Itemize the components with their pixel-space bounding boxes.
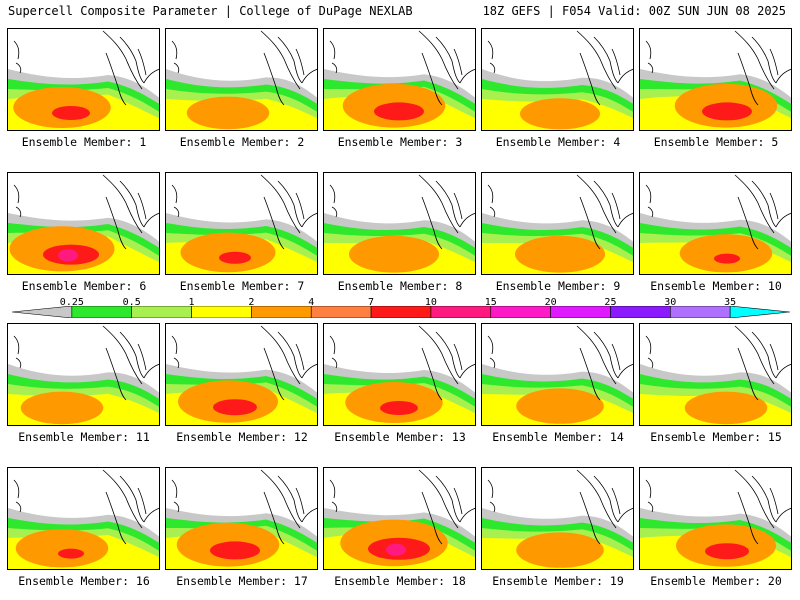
member-label: Ensemble Member: 15 xyxy=(650,430,782,444)
member-label: Ensemble Member: 12 xyxy=(176,430,308,444)
member-map-panel xyxy=(639,467,792,570)
member-label: Ensemble Member: 8 xyxy=(337,279,463,293)
member-map-panel xyxy=(639,28,792,131)
member-map-panel xyxy=(165,28,318,131)
scp-field-map xyxy=(482,325,633,425)
color-scale-tick-label: 0.5 xyxy=(122,297,141,308)
member-label: Ensemble Member: 20 xyxy=(650,574,782,588)
member-label: Ensemble Member: 4 xyxy=(495,135,621,149)
member-map-panel xyxy=(165,323,318,426)
member-map-panel xyxy=(481,467,634,570)
color-scale-tick-label: 0.25 xyxy=(59,297,84,308)
member-map-panel xyxy=(481,323,634,426)
scp-field-map xyxy=(324,469,475,569)
member-map-panel xyxy=(481,28,634,131)
color-scale-tick-label: 25 xyxy=(604,297,617,308)
member-label: Ensemble Member: 13 xyxy=(334,430,466,444)
member-label: Ensemble Member: 5 xyxy=(653,135,779,149)
scp-field-map xyxy=(482,30,633,130)
color-scale-tick-label: 2 xyxy=(248,297,255,308)
member-map-panel xyxy=(7,28,160,131)
scp-field-map xyxy=(166,325,317,425)
member-map-panel xyxy=(7,323,160,426)
color-scale-segment xyxy=(490,306,551,318)
scp-field-map xyxy=(8,325,159,425)
color-scale-segment xyxy=(251,306,312,318)
scp-field-map xyxy=(640,325,791,425)
member-map-panel xyxy=(481,172,634,275)
color-scale-tick-label: 10 xyxy=(424,297,437,308)
color-scale-segment xyxy=(729,306,790,318)
member-map-panel xyxy=(7,172,160,275)
scp-field-map xyxy=(324,174,475,274)
member-map-panel xyxy=(323,172,476,275)
member-label: Ensemble Member: 1 xyxy=(21,135,147,149)
scp-field-map xyxy=(640,469,791,569)
color-scale-segment xyxy=(670,306,731,318)
color-scale-segment xyxy=(310,306,372,318)
member-map-panel xyxy=(323,323,476,426)
color-scale-tick-label: 35 xyxy=(724,297,737,308)
scp-field-map xyxy=(324,325,475,425)
color-scale-tick-label: 15 xyxy=(484,297,497,308)
color-scale-segment xyxy=(191,306,252,318)
member-map-panel xyxy=(7,467,160,570)
member-map-panel xyxy=(639,172,792,275)
member-label: Ensemble Member: 2 xyxy=(179,135,305,149)
member-label: Ensemble Member: 18 xyxy=(334,574,466,588)
scp-field-map xyxy=(8,469,159,569)
member-label: Ensemble Member: 10 xyxy=(650,279,782,293)
member-label: Ensemble Member: 17 xyxy=(176,574,308,588)
member-map-panel xyxy=(323,28,476,131)
scp-field-map xyxy=(324,30,475,130)
color-scale-segment xyxy=(550,306,611,318)
member-label: Ensemble Member: 14 xyxy=(492,430,624,444)
scp-field-map xyxy=(640,174,791,274)
color-scale-tick-label: 4 xyxy=(308,297,315,308)
member-map-panel xyxy=(639,323,792,426)
scp-field-map xyxy=(166,30,317,130)
scp-field-map xyxy=(166,174,317,274)
page-title: Supercell Composite Parameter | College … xyxy=(8,4,413,18)
member-label: Ensemble Member: 6 xyxy=(21,279,147,293)
member-label: Ensemble Member: 9 xyxy=(495,279,621,293)
scp-field-map xyxy=(8,30,159,130)
color-scale-tick-label: 20 xyxy=(544,297,557,308)
color-scale-tick-label: 30 xyxy=(664,297,677,308)
scp-field-map xyxy=(166,469,317,569)
member-label: Ensemble Member: 3 xyxy=(337,135,463,149)
member-map-panel xyxy=(323,467,476,570)
member-label: Ensemble Member: 16 xyxy=(18,574,150,588)
member-label: Ensemble Member: 11 xyxy=(18,430,150,444)
member-label: Ensemble Member: 7 xyxy=(179,279,305,293)
scp-field-map xyxy=(640,30,791,130)
color-scale-segment xyxy=(370,306,432,318)
color-scale-bar xyxy=(12,306,790,318)
member-map-panel xyxy=(165,172,318,275)
color-scale-tick-label: 1 xyxy=(188,297,195,308)
color-scale-tick-label: 7 xyxy=(368,297,375,308)
member-map-panel xyxy=(165,467,318,570)
scp-field-map xyxy=(8,174,159,274)
model-run-info: 18Z GEFS | F054 Valid: 00Z SUN JUN 08 20… xyxy=(482,4,786,18)
color-scale-segment xyxy=(610,306,671,318)
member-label: Ensemble Member: 19 xyxy=(492,574,624,588)
scp-field-map xyxy=(482,469,633,569)
scp-field-map xyxy=(482,174,633,274)
color-scale-segment xyxy=(430,306,492,318)
